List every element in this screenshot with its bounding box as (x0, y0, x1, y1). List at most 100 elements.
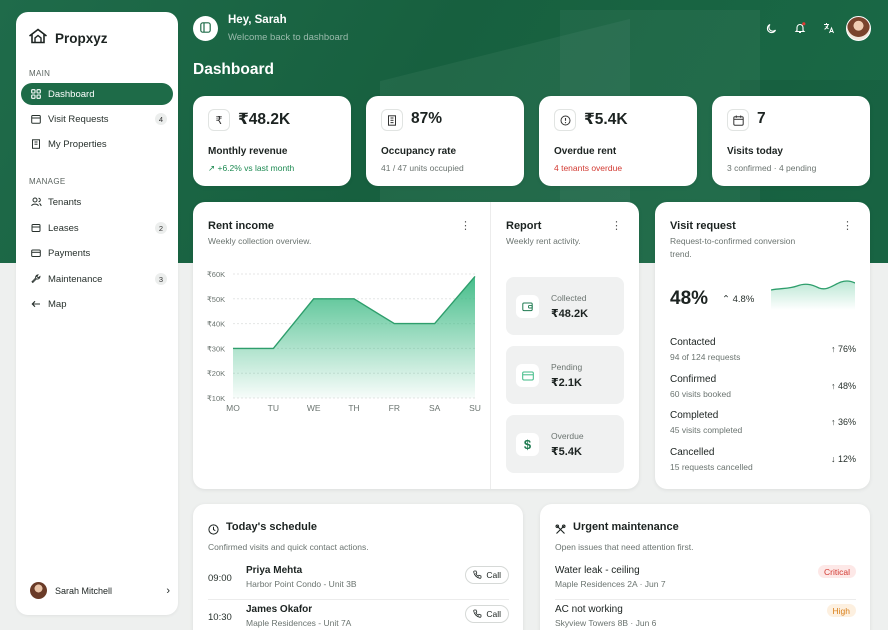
visit-request-title: Visit request (670, 220, 736, 232)
funnel-row-completed: Completed 45 visits completed ↑ 36% (670, 410, 856, 440)
translate-icon[interactable] (822, 21, 836, 35)
visitor-name: Priya Mehta (246, 565, 303, 576)
wallet-icon (516, 295, 539, 318)
x-tick-label: TU (268, 403, 279, 413)
trend-up-icon: ↗ (208, 163, 218, 173)
x-tick-label: MO (226, 403, 240, 413)
stat-card-occupancy: 87% Occupancy rate 41 / 47 units occupie… (366, 96, 524, 186)
stat-value: 87% (411, 110, 443, 127)
report-value: ₹2.1K (551, 377, 582, 389)
y-tick-label: ₹30K (207, 344, 225, 353)
report-label: Collected (551, 293, 587, 303)
funnel-row-contacted: Contacted 94 of 124 requests ↑ 76% (670, 337, 856, 367)
sidebar-item-payments[interactable]: Payments (21, 242, 173, 264)
avatar (30, 582, 47, 599)
conversion-delta: ⌃ 4.8% (722, 294, 755, 305)
funnel-sub: 15 requests cancelled (670, 462, 753, 472)
x-tick-label: SA (429, 403, 441, 413)
bell-icon[interactable] (793, 21, 807, 35)
y-tick-label: ₹20K (207, 369, 225, 378)
funnel-percent: ↑ 36% (830, 417, 856, 427)
y-tick-label: ₹10K (207, 394, 225, 403)
funnel-percent: ↑ 76% (830, 344, 856, 354)
x-tick-label: TH (348, 403, 359, 413)
sidebar-item-label: My Properties (48, 138, 107, 150)
funnel-sub: 45 visits completed (670, 425, 743, 435)
users-icon (30, 196, 42, 208)
visit-request-subtitle: Request-to-confirmed conversion (670, 236, 796, 246)
greeting: Hey, Sarah (228, 14, 287, 26)
sidebar-item-label: Leases (48, 222, 79, 234)
stat-sub: 41 / 47 units occupied (381, 163, 464, 173)
maintenance-card: Urgent maintenance Open issues that need… (540, 504, 870, 630)
calendar-icon (727, 109, 749, 131)
stat-label: Overdue rent (554, 146, 617, 157)
stat-card-overdue-rent: ₹5.4K Overdue rent 4 tenants overdue (539, 96, 697, 186)
sidebar-item-maintenance[interactable]: Maintenance 3 (21, 268, 173, 290)
arrow-down-icon: ↓ (830, 454, 838, 464)
report-pending: Pending ₹2.1K (506, 346, 624, 404)
stat-sub: 4 tenants overdue (554, 163, 623, 173)
user-profile[interactable]: Sarah Mitchell › (30, 582, 170, 599)
count-badge: 4 (155, 113, 167, 125)
stat-trend: ↗ +6.2% vs last month (208, 163, 295, 173)
sidebar-item-map[interactable]: Map (21, 293, 173, 315)
arrow-up-icon: ↑ (830, 344, 838, 354)
call-button[interactable]: Call (465, 605, 509, 623)
funnel-sub: 60 visits booked (670, 389, 731, 399)
house-logo-icon (28, 28, 48, 49)
funnel-row-cancelled: Cancelled 15 requests cancelled ↓ 12% (670, 447, 856, 477)
stat-label: Visits today (727, 146, 783, 157)
chevron-up-icon: ⌃ (722, 294, 733, 305)
issue-location: Skyview Towers 8B · Jun 6 (555, 618, 657, 628)
report-value: ₹5.4K (551, 446, 582, 458)
funnel-percent: ↑ 48% (830, 381, 856, 391)
call-button[interactable]: Call (465, 566, 509, 584)
chevron-right-icon: › (166, 584, 170, 597)
more-icon[interactable]: ⋮ (611, 220, 622, 232)
header-avatar[interactable] (846, 16, 871, 41)
issue-location: Maple Residences 2A · Jun 7 (555, 579, 666, 589)
sidebar-item-my-properties[interactable]: My Properties (21, 133, 173, 155)
sidebar-toggle-button[interactable] (193, 16, 218, 41)
divider (208, 599, 509, 600)
dollar-icon: $ (516, 433, 539, 456)
section-label-manage: MANAGE (29, 177, 66, 186)
sidebar-item-label: Dashboard (48, 88, 95, 100)
card-icon (516, 364, 539, 387)
schedule-card: Today's schedule Confirmed visits and qu… (193, 504, 523, 630)
maintenance-title: Urgent maintenance (573, 521, 679, 533)
issue-title: AC not working (555, 604, 623, 615)
document-icon (30, 222, 42, 234)
report-label: Pending (551, 362, 583, 372)
visitor-name: James Okafor (246, 604, 313, 615)
sidebar-item-tenants[interactable]: Tenants (21, 191, 173, 213)
sidebar-item-leases[interactable]: Leases 2 (21, 217, 173, 239)
funnel-title: Completed (670, 410, 719, 421)
x-tick-label: SU (469, 403, 481, 413)
report-label: Overdue (551, 431, 584, 441)
sidebar-item-label: Visit Requests (48, 113, 109, 125)
clock-icon (554, 109, 576, 131)
stat-value: 7 (757, 110, 766, 127)
schedule-title: Today's schedule (226, 521, 318, 533)
moon-icon[interactable] (764, 21, 778, 35)
phone-icon (473, 609, 482, 620)
maintenance-row[interactable]: AC not working Skyview Towers 8B · Jun 6… (555, 604, 856, 630)
funnel-percent: ↓ 12% (830, 454, 856, 464)
maintenance-row[interactable]: Water leak - ceiling Maple Residences 2A… (555, 565, 856, 599)
visit-address: Harbor Point Condo - Unit 3B (246, 579, 357, 589)
visit-request-subtitle-2: trend. (670, 249, 692, 259)
funnel-row-confirmed: Confirmed 60 visits booked ↑ 48% (670, 374, 856, 404)
sidebar-item-dashboard[interactable]: Dashboard (21, 83, 173, 105)
schedule-row: 09:00 Priya Mehta Harbor Point Condo - U… (208, 565, 509, 599)
count-badge: 2 (155, 222, 167, 234)
funnel-title: Confirmed (670, 374, 717, 385)
arrow-up-icon: ↑ (830, 381, 838, 391)
stat-value: ₹5.4K (584, 111, 628, 128)
more-icon[interactable]: ⋮ (460, 220, 471, 232)
more-icon[interactable]: ⋮ (842, 220, 853, 232)
y-tick-label: ₹50K (207, 295, 225, 304)
sidebar-item-visit-requests[interactable]: Visit Requests 4 (21, 108, 173, 130)
brand[interactable]: Propxyz (28, 28, 108, 49)
